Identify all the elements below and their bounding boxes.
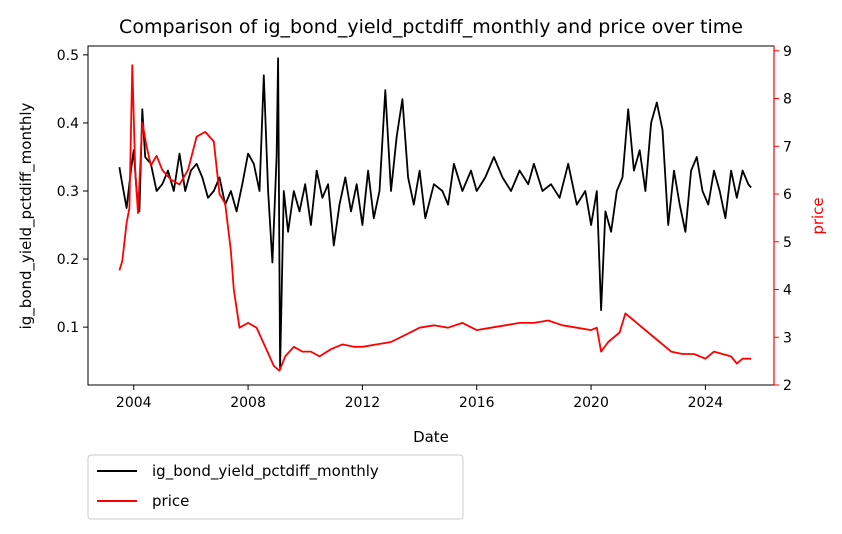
y-right-tick-label: 4 bbox=[783, 283, 792, 299]
chart-title: Comparison of ig_bond_yield_pctdiff_mont… bbox=[119, 16, 743, 38]
y-right-tick-label: 3 bbox=[783, 330, 792, 346]
y-right-tick-label: 9 bbox=[783, 44, 792, 60]
x-axis: 2004 2008 2012 2016 2020 2024 bbox=[116, 385, 723, 411]
y-axis-left: 0.1 0.2 0.3 0.4 0.5 bbox=[57, 48, 88, 336]
y-axis-right-title: price bbox=[809, 197, 827, 234]
x-tick-label: 2008 bbox=[230, 395, 266, 411]
x-tick-label: 2004 bbox=[116, 395, 152, 411]
plot-area bbox=[118, 57, 752, 372]
y-axis-right: 2 3 4 5 6 7 8 9 bbox=[773, 44, 792, 394]
legend-box bbox=[87, 454, 464, 520]
x-tick-label: 2020 bbox=[573, 395, 609, 411]
series-line-price bbox=[118, 64, 752, 372]
series-line-ig-bond-yield bbox=[118, 57, 752, 369]
y-right-tick-label: 7 bbox=[783, 139, 792, 155]
y-left-tick-label: 0.2 bbox=[57, 252, 79, 268]
y-left-tick-label: 0.3 bbox=[57, 184, 79, 200]
y-left-tick-label: 0.4 bbox=[57, 116, 79, 132]
y-right-tick-label: 2 bbox=[783, 378, 792, 394]
y-right-tick-label: 6 bbox=[783, 187, 792, 203]
legend: ig_bond_yield_pctdiff_monthly price bbox=[87, 454, 464, 520]
x-tick-label: 2024 bbox=[688, 395, 724, 411]
x-tick-label: 2016 bbox=[459, 395, 495, 411]
x-axis-title: Date bbox=[413, 428, 449, 446]
plot-frame bbox=[87, 45, 775, 386]
y-right-tick-label: 5 bbox=[783, 235, 792, 251]
y-left-tick-label: 0.1 bbox=[57, 320, 79, 336]
y-axis-left-title: ig_bond_yield_pctdiff_monthly bbox=[17, 102, 36, 329]
y-right-tick-label: 8 bbox=[783, 92, 792, 108]
y-left-tick-label: 0.5 bbox=[57, 48, 79, 64]
x-tick-label: 2012 bbox=[345, 395, 381, 411]
legend-label-ig-bond: ig_bond_yield_pctdiff_monthly bbox=[152, 462, 379, 481]
legend-label-price: price bbox=[152, 492, 189, 510]
